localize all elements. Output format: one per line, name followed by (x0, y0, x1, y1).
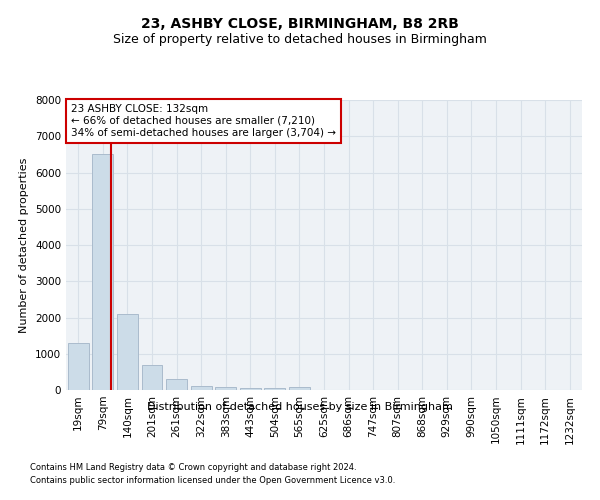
Bar (191, 386, 212, 390)
Text: Contains HM Land Registry data © Crown copyright and database right 2024.: Contains HM Land Registry data © Crown c… (30, 462, 356, 471)
Bar (240, 388, 261, 390)
Y-axis label: Number of detached properties: Number of detached properties (19, 158, 29, 332)
Text: Distribution of detached houses by size in Birmingham: Distribution of detached houses by size … (147, 402, 453, 412)
Bar (68, 342, 89, 390)
Bar (92, 154, 113, 390)
Bar (166, 380, 187, 390)
Text: Size of property relative to detached houses in Birmingham: Size of property relative to detached ho… (113, 32, 487, 46)
Text: Contains public sector information licensed under the Open Government Licence v3: Contains public sector information licen… (30, 476, 395, 485)
Bar (265, 388, 286, 390)
Bar (289, 386, 310, 390)
Text: 23, ASHBY CLOSE, BIRMINGHAM, B8 2RB: 23, ASHBY CLOSE, BIRMINGHAM, B8 2RB (141, 18, 459, 32)
Text: 23 ASHBY CLOSE: 132sqm
← 66% of detached houses are smaller (7,210)
34% of semi-: 23 ASHBY CLOSE: 132sqm ← 66% of detached… (71, 104, 336, 138)
Bar (142, 365, 163, 390)
Bar (117, 314, 138, 390)
Bar (215, 388, 236, 390)
